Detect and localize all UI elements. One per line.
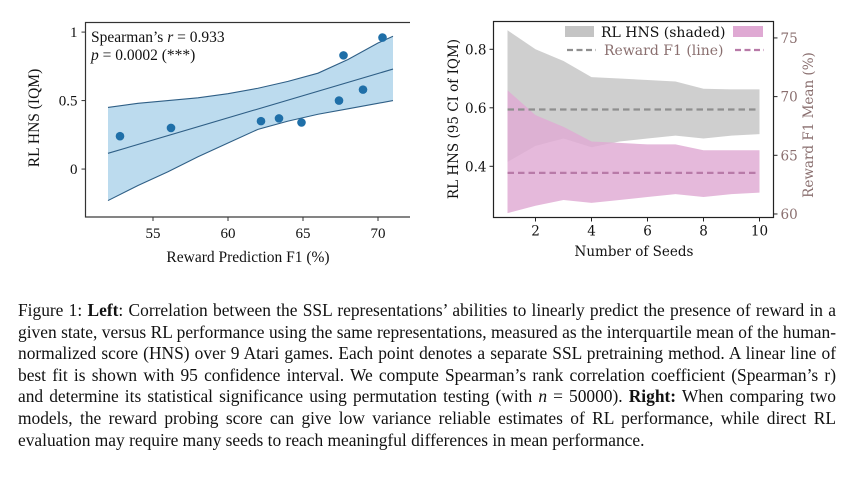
right-x-axis-label: Number of Seeds (575, 244, 694, 260)
left-correlation-chart: 55 60 65 70 00.51 Reward Prediction F1 (%) … (26, 21, 410, 266)
scatter-point (339, 51, 348, 60)
legend-swatch-model-b-shaded (733, 26, 763, 37)
right-y-ticks: 0.4 0.6 0.8 (465, 42, 494, 175)
scatter-point (256, 116, 266, 126)
spearman-annotation-line1: Spearman’s r = 0.933 (91, 29, 225, 46)
caption-left-text: : Correlation between the SSL representa… (18, 300, 836, 407)
scatter-point (334, 96, 344, 105)
left-plot-area (107, 33, 394, 202)
caption-n-value: = 50000). (547, 386, 629, 407)
left-y-ticks: 00.51 (59, 25, 86, 178)
right-plot-area (507, 30, 760, 214)
x-tick-label: 10 (751, 224, 768, 240)
right-y-tick-label: 60 (781, 207, 798, 223)
y-tick-label: 0.5 (59, 94, 78, 110)
best-fit-line (107, 68, 394, 154)
caption-right-text: When comparing two models, the reward pr… (18, 386, 836, 450)
x-tick-label: 8 (699, 224, 708, 240)
x-tick-label: 55 (146, 226, 161, 242)
right-plot-frame (492, 20, 775, 219)
y-tick-label: 0.4 (465, 159, 486, 175)
scatter-point (274, 114, 284, 123)
scatter-point (378, 33, 387, 42)
x-tick-label: 6 (643, 224, 652, 240)
ci-shaded-band (507, 90, 760, 214)
confidence-band (108, 36, 393, 201)
y-tick-label: 1 (70, 25, 78, 41)
x-tick-label: 4 (587, 224, 596, 240)
x-tick-label: 2 (531, 224, 540, 240)
right-secondary-y-ticks: 60 65 70 75 (773, 31, 798, 223)
scatter-point (115, 131, 125, 141)
scatter-point (297, 118, 306, 127)
confidence-upper-line (107, 35, 394, 108)
y-tick-label: 0 (70, 162, 78, 178)
right-y-axis-label: RL HNS (95 CI of IQM) (446, 39, 462, 199)
left-plot-frame (84, 21, 410, 218)
y-tick-label: 0.6 (465, 101, 486, 117)
right-x-ticks: 2 4 6 8 10 (531, 217, 768, 240)
legend-label-line: Reward F1 (line) (604, 43, 724, 59)
right-seeds-chart: 2 4 6 8 10 0.4 0.6 0.8 60 65 70 75 RL HNS (shaded… (446, 20, 817, 260)
x-tick-label: 65 (296, 226, 311, 242)
y-tick-label: 0.8 (465, 42, 486, 58)
right-y-tick-label: 70 (781, 90, 798, 106)
caption-n-variable: n (538, 386, 548, 407)
left-x-axis-label: Reward Prediction F1 (%) (166, 249, 329, 266)
legend-label-shaded: RL HNS (shaded) (601, 25, 725, 41)
figure-caption: Figure 1: Left: Correlation between the … (18, 300, 836, 451)
right-y-tick-label: 75 (781, 31, 798, 47)
x-tick-label: 60 (221, 226, 236, 242)
left-x-ticks: 55 60 65 70 (146, 217, 386, 242)
caption-right-label: Right: (628, 386, 677, 407)
ci-shaded-band (507, 30, 760, 162)
legend: RL HNS (shaded) Reward F1 (line) (565, 25, 764, 59)
legend-swatch-model-a-shaded (565, 26, 594, 37)
right-y-tick-label: 65 (781, 148, 798, 164)
spearman-annotation-line2: p = 0.0002 (***) (90, 47, 195, 64)
right-secondary-y-axis-label: Reward F1 Mean (%) (801, 52, 817, 198)
caption-figure-label: Figure 1: (18, 300, 88, 320)
x-tick-label: 70 (371, 226, 386, 242)
scatter-point (358, 85, 368, 94)
confidence-lower-line (107, 100, 394, 202)
left-y-axis-label: RL HNS (IQM) (26, 69, 43, 167)
scatter-point (166, 123, 176, 133)
caption-left-label: Left (87, 300, 119, 320)
